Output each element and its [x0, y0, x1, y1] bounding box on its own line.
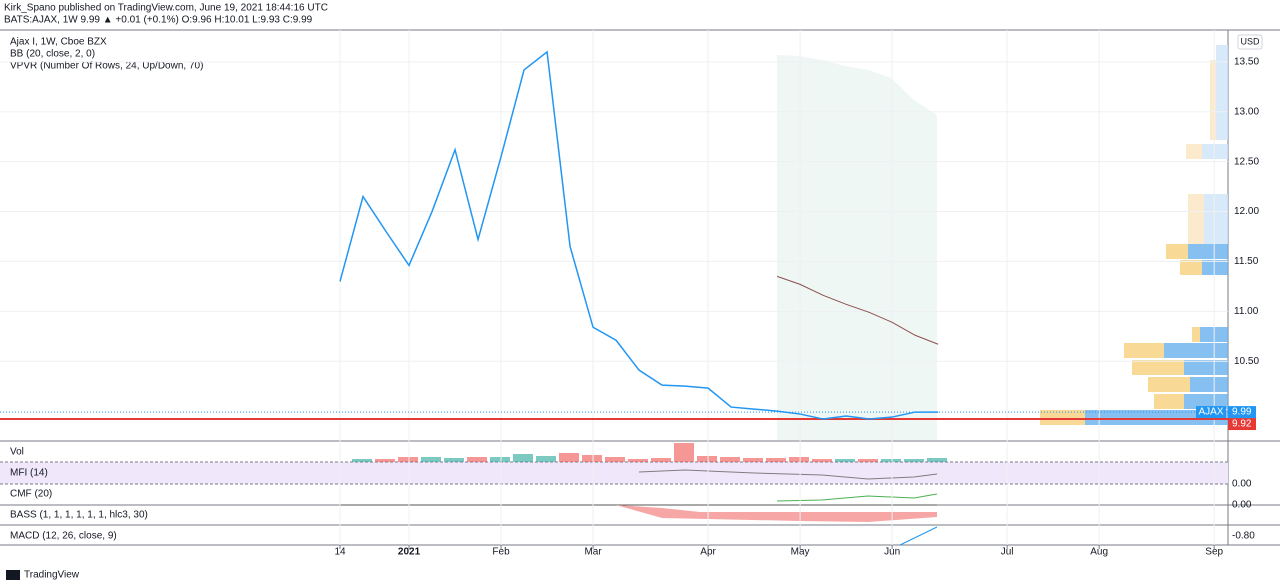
pane-title: CMF (20) [10, 489, 52, 500]
macd-line [899, 526, 938, 546]
x-tick-label: Mar [584, 547, 602, 558]
x-tick-label: Aug [1090, 547, 1108, 558]
x-tick-label: Apr [700, 547, 716, 558]
pane-scale: -0.80 [1232, 531, 1255, 542]
price-label-bg [1228, 418, 1256, 431]
cmf-line [776, 493, 938, 502]
x-tick-label: Sep [1205, 547, 1223, 558]
vpvr [1040, 45, 1228, 425]
x-tick-label: May [791, 547, 810, 558]
x-tick-label: Jun [884, 547, 900, 558]
pane-title: BASS (1, 1, 1, 1, 1, 1, hlc3, 30) [10, 510, 148, 521]
y-tick-label: 11.50 [1234, 256, 1259, 267]
x-tick-label: Feb [492, 547, 510, 558]
pane-scale: 0.00 [1232, 479, 1252, 490]
ticker-bg [1196, 406, 1226, 419]
legend-item: VPVR (Number Of Rows, 24, Up/Down, 70) [10, 61, 203, 72]
series-line [776, 275, 939, 345]
pane-scale: 0.00 [1232, 500, 1252, 511]
currency: USD [1240, 36, 1260, 46]
currency-box [1237, 34, 1263, 50]
pane-title: MACD (12, 26, close, 9) [10, 531, 117, 542]
last-price-label: 9.99 [1232, 407, 1252, 418]
last-price-bg [1228, 406, 1256, 419]
mfi-line [638, 469, 938, 480]
footer-logo [6, 570, 20, 580]
bass-area [616, 505, 937, 522]
pane-title: MFI (14) [10, 468, 48, 479]
footer: TradingView [24, 570, 80, 581]
publisher: Kirk_Spano published on TradingView.com,… [4, 3, 328, 14]
volume-bars [352, 443, 947, 462]
ticker-label: AJAX [1198, 407, 1223, 418]
legend-item: BB (20, close, 2, 0) [10, 49, 95, 60]
mfi-pane-bg [0, 462, 1228, 484]
y-tick-label: 12.00 [1234, 206, 1259, 217]
y-tick-label: 12.50 [1234, 156, 1259, 167]
y-tick-label: 13.50 [1234, 57, 1259, 68]
bb-band [777, 55, 937, 440]
y-tick-label: 10.50 [1234, 356, 1259, 367]
price-label: 9.92 [1232, 419, 1252, 430]
series-line [339, 50, 939, 420]
legend-item: Ajax I, 1W, Cboe BZX [10, 37, 107, 48]
pane-title: Vol [10, 447, 24, 458]
x-tick-label: Jul [1001, 547, 1014, 558]
y-tick-label: 13.00 [1234, 106, 1259, 117]
x-tick-label: 14 [334, 547, 346, 558]
y-tick-label: 11.00 [1234, 306, 1259, 317]
x-tick-label: 2021 [398, 547, 421, 558]
symbol-line: BATS:AJAX, 1W 9.99 ▲ +0.01 (+0.1%) O:9.9… [4, 15, 313, 26]
